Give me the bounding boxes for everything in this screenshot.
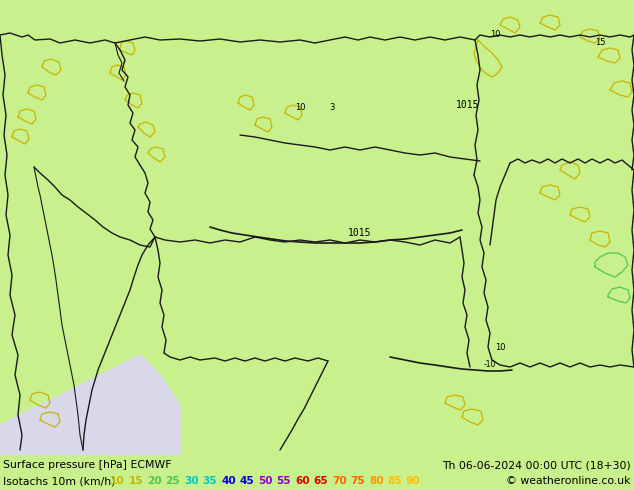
Text: 15: 15 bbox=[595, 38, 605, 47]
Text: 60: 60 bbox=[295, 476, 309, 486]
Text: 3: 3 bbox=[329, 103, 335, 112]
Text: 45: 45 bbox=[240, 476, 254, 486]
Text: 10: 10 bbox=[489, 30, 500, 39]
Text: 15: 15 bbox=[129, 476, 143, 486]
Text: 20: 20 bbox=[147, 476, 162, 486]
Text: 80: 80 bbox=[369, 476, 384, 486]
Text: 1015: 1015 bbox=[456, 100, 480, 110]
Text: 40: 40 bbox=[221, 476, 236, 486]
Text: Isotachs 10m (km/h): Isotachs 10m (km/h) bbox=[3, 476, 115, 486]
Text: 10: 10 bbox=[495, 343, 505, 352]
Text: 25: 25 bbox=[165, 476, 180, 486]
Text: 10: 10 bbox=[295, 103, 305, 112]
Text: 30: 30 bbox=[184, 476, 198, 486]
Text: Th 06-06-2024 00:00 UTC (18+30): Th 06-06-2024 00:00 UTC (18+30) bbox=[443, 460, 631, 470]
Text: 1015: 1015 bbox=[348, 228, 372, 238]
Text: 75: 75 bbox=[351, 476, 365, 486]
Text: © weatheronline.co.uk: © weatheronline.co.uk bbox=[507, 476, 631, 486]
Text: 90: 90 bbox=[406, 476, 420, 486]
Text: Surface pressure [hPa] ECMWF: Surface pressure [hPa] ECMWF bbox=[3, 460, 172, 470]
Text: 55: 55 bbox=[276, 476, 291, 486]
Text: 85: 85 bbox=[387, 476, 402, 486]
Text: 10: 10 bbox=[110, 476, 125, 486]
Text: 65: 65 bbox=[313, 476, 328, 486]
Text: 35: 35 bbox=[202, 476, 217, 486]
Text: 50: 50 bbox=[258, 476, 273, 486]
Text: 70: 70 bbox=[332, 476, 347, 486]
Text: -10: -10 bbox=[484, 360, 496, 369]
Polygon shape bbox=[0, 355, 180, 455]
